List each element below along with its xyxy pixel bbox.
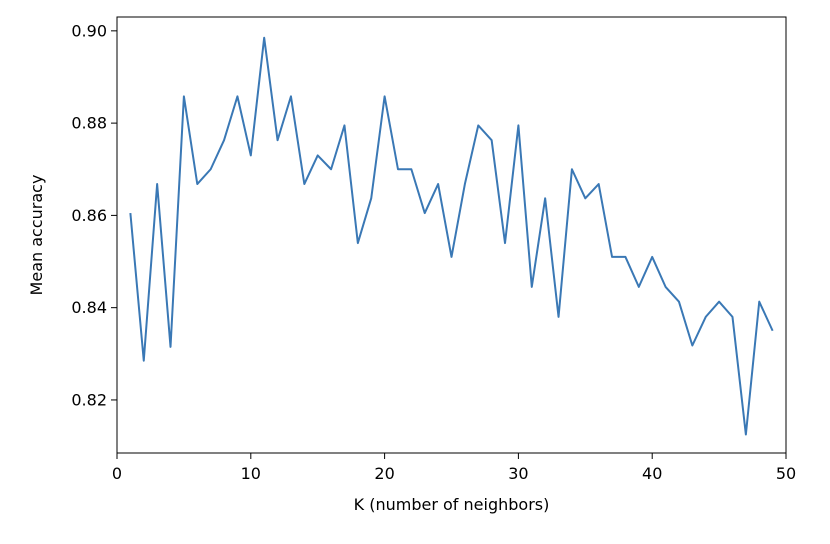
x-tick-label: 40 <box>642 464 662 483</box>
y-tick-label: 0.90 <box>71 21 107 40</box>
x-tick-label: 10 <box>241 464 261 483</box>
y-axis-label: Mean accuracy <box>27 175 46 296</box>
y-axis: 0.82 0.84 0.86 0.88 0.90 <box>71 21 117 409</box>
series-line <box>129 36 774 436</box>
x-tick-label: 20 <box>374 464 394 483</box>
y-tick-label: 0.86 <box>71 206 107 225</box>
y-tick-label: 0.88 <box>71 114 107 133</box>
x-tick-label: 30 <box>508 464 528 483</box>
y-tick-label: 0.82 <box>71 390 107 409</box>
x-axis-label: K (number of neighbors) <box>354 495 550 514</box>
x-tick-label: 50 <box>776 464 796 483</box>
data-points <box>130 37 773 435</box>
x-axis: 0 10 20 30 40 50 <box>112 453 796 483</box>
x-tick-label: 0 <box>112 464 122 483</box>
plot-area-frame <box>116 16 787 454</box>
y-tick-label: 0.84 <box>71 298 107 317</box>
